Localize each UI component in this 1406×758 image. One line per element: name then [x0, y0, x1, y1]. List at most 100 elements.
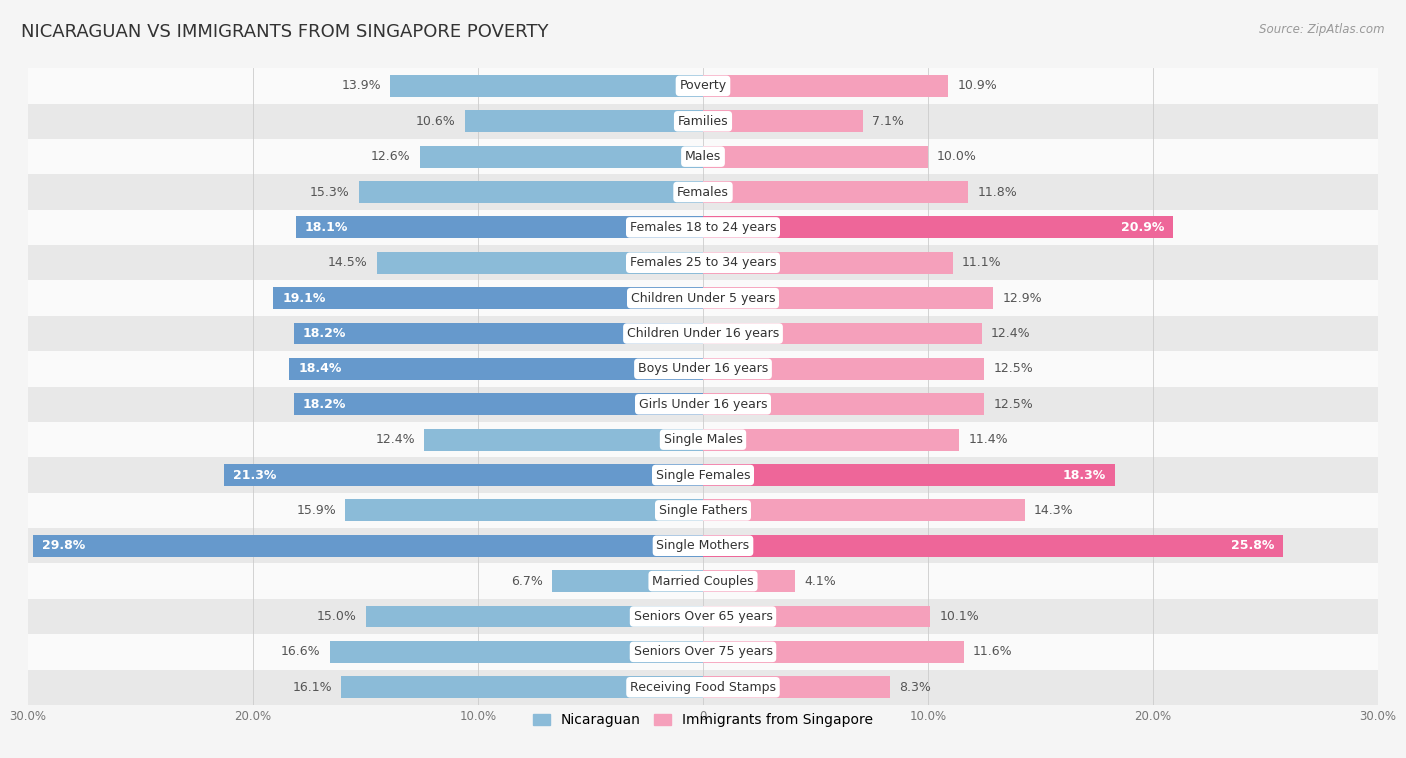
Bar [703, 535, 1284, 556]
Text: 11.1%: 11.1% [962, 256, 1001, 269]
Bar [28, 669, 1378, 705]
Bar [703, 252, 953, 274]
Text: 19.1%: 19.1% [283, 292, 326, 305]
Bar [28, 634, 1378, 669]
Bar [28, 422, 1378, 457]
Bar [224, 464, 703, 486]
Bar [703, 464, 1115, 486]
Text: Poverty: Poverty [679, 80, 727, 92]
Bar [28, 528, 1378, 563]
Text: 18.1%: 18.1% [305, 221, 349, 234]
Text: Children Under 5 years: Children Under 5 years [631, 292, 775, 305]
Bar [290, 358, 703, 380]
Bar [28, 139, 1378, 174]
Text: 18.2%: 18.2% [302, 327, 346, 340]
Bar [703, 323, 981, 344]
Bar [340, 676, 703, 698]
Bar [28, 351, 1378, 387]
Text: 14.5%: 14.5% [328, 256, 368, 269]
Text: 4.1%: 4.1% [804, 575, 837, 587]
Bar [366, 606, 703, 628]
Text: Single Females: Single Females [655, 468, 751, 481]
Text: 12.5%: 12.5% [993, 398, 1033, 411]
Text: Single Mothers: Single Mothers [657, 539, 749, 553]
Text: 18.3%: 18.3% [1063, 468, 1105, 481]
Text: Single Fathers: Single Fathers [659, 504, 747, 517]
Text: 7.1%: 7.1% [872, 114, 904, 128]
Text: 10.1%: 10.1% [939, 610, 979, 623]
Text: 15.0%: 15.0% [316, 610, 357, 623]
Bar [464, 111, 703, 132]
Bar [28, 174, 1378, 210]
Bar [425, 429, 703, 450]
Text: Single Males: Single Males [664, 433, 742, 446]
Bar [703, 429, 959, 450]
Bar [419, 146, 703, 168]
Text: 12.4%: 12.4% [991, 327, 1031, 340]
Text: 6.7%: 6.7% [512, 575, 543, 587]
Bar [703, 146, 928, 168]
Bar [346, 500, 703, 522]
Bar [28, 316, 1378, 351]
Text: 25.8%: 25.8% [1232, 539, 1274, 553]
Bar [703, 570, 796, 592]
Bar [703, 676, 890, 698]
Bar [28, 68, 1378, 104]
Text: Seniors Over 65 years: Seniors Over 65 years [634, 610, 772, 623]
Bar [295, 217, 703, 238]
Text: 12.9%: 12.9% [1002, 292, 1042, 305]
Bar [703, 641, 965, 662]
Bar [28, 387, 1378, 422]
Bar [294, 323, 703, 344]
Text: 18.4%: 18.4% [298, 362, 342, 375]
Text: Married Couples: Married Couples [652, 575, 754, 587]
Text: 15.9%: 15.9% [297, 504, 336, 517]
Text: Males: Males [685, 150, 721, 163]
Text: 12.4%: 12.4% [375, 433, 415, 446]
Bar [32, 535, 703, 556]
Bar [28, 599, 1378, 634]
Text: 12.6%: 12.6% [371, 150, 411, 163]
Text: 11.8%: 11.8% [977, 186, 1017, 199]
Text: Females: Females [678, 186, 728, 199]
Bar [703, 217, 1173, 238]
Bar [273, 287, 703, 309]
Text: Seniors Over 75 years: Seniors Over 75 years [634, 645, 772, 659]
Bar [391, 75, 703, 97]
Text: 10.0%: 10.0% [936, 150, 977, 163]
Text: Receiving Food Stamps: Receiving Food Stamps [630, 681, 776, 694]
Bar [294, 393, 703, 415]
Text: Females 18 to 24 years: Females 18 to 24 years [630, 221, 776, 234]
Bar [703, 75, 948, 97]
Text: Families: Families [678, 114, 728, 128]
Bar [28, 493, 1378, 528]
Bar [28, 563, 1378, 599]
Bar [28, 280, 1378, 316]
Text: 18.2%: 18.2% [302, 398, 346, 411]
Bar [703, 393, 984, 415]
Bar [553, 570, 703, 592]
Bar [703, 606, 931, 628]
Text: 11.4%: 11.4% [969, 433, 1008, 446]
Text: 10.6%: 10.6% [416, 114, 456, 128]
Bar [703, 111, 863, 132]
Text: 14.3%: 14.3% [1033, 504, 1073, 517]
Text: 8.3%: 8.3% [898, 681, 931, 694]
Text: 13.9%: 13.9% [342, 80, 381, 92]
Text: 12.5%: 12.5% [993, 362, 1033, 375]
Bar [703, 181, 969, 203]
Text: 11.6%: 11.6% [973, 645, 1012, 659]
Bar [28, 104, 1378, 139]
Bar [703, 500, 1025, 522]
Bar [28, 210, 1378, 245]
Bar [703, 287, 993, 309]
Text: Females 25 to 34 years: Females 25 to 34 years [630, 256, 776, 269]
Bar [28, 457, 1378, 493]
Text: 10.9%: 10.9% [957, 80, 997, 92]
Legend: Nicaraguan, Immigrants from Singapore: Nicaraguan, Immigrants from Singapore [527, 708, 879, 733]
Text: 20.9%: 20.9% [1121, 221, 1164, 234]
Bar [28, 245, 1378, 280]
Text: 16.6%: 16.6% [281, 645, 321, 659]
Text: NICARAGUAN VS IMMIGRANTS FROM SINGAPORE POVERTY: NICARAGUAN VS IMMIGRANTS FROM SINGAPORE … [21, 23, 548, 41]
Text: 16.1%: 16.1% [292, 681, 332, 694]
